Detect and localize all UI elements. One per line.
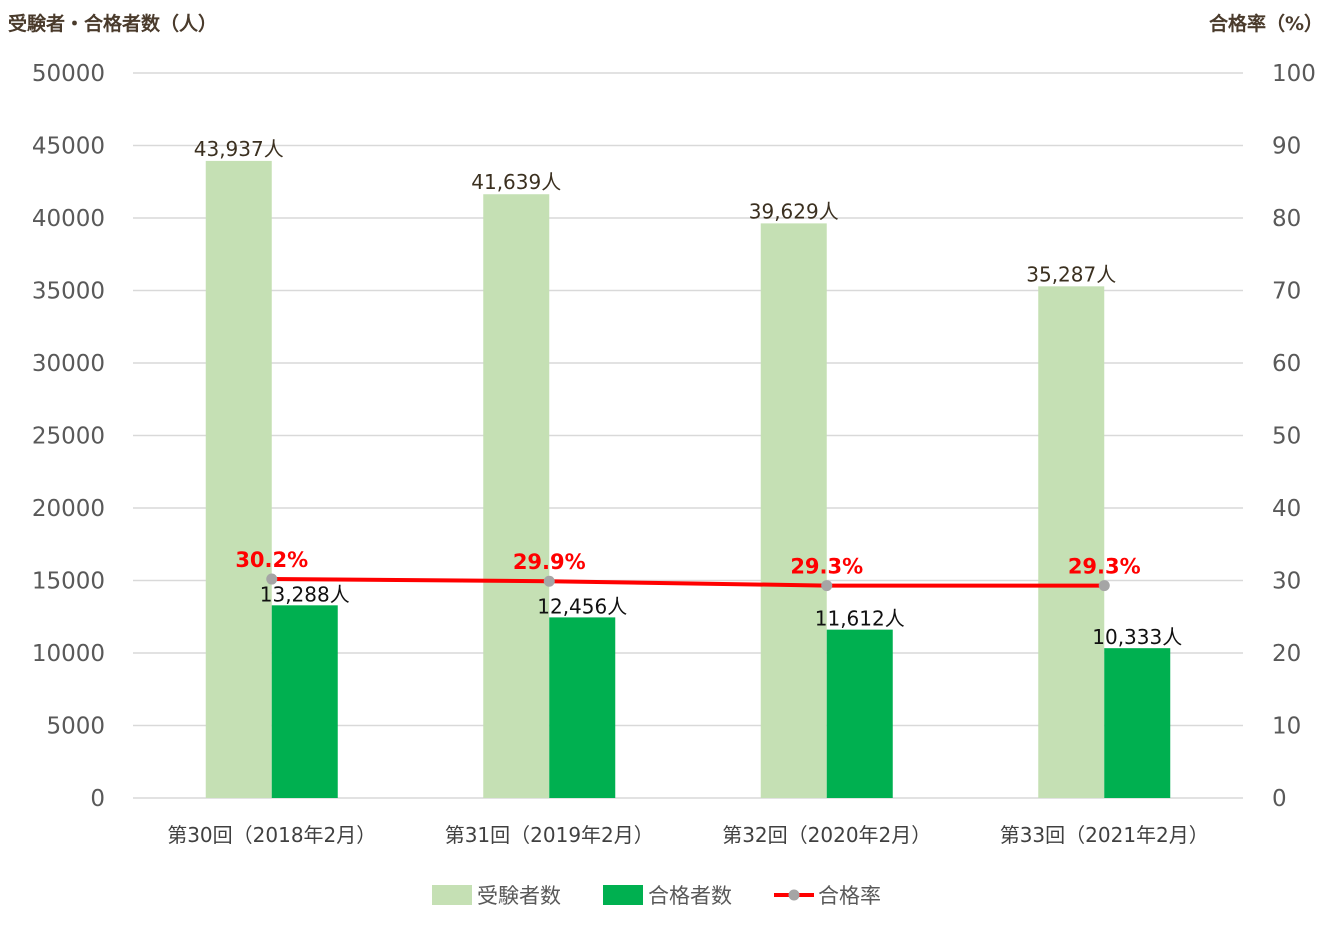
rate-point: [1098, 580, 1110, 592]
left-tick-label: 0: [90, 786, 105, 812]
legend-swatch-passers: [603, 885, 643, 905]
left-tick-label: 15000: [32, 569, 105, 595]
bar-passers-label: 13,288人: [260, 582, 350, 606]
bar-applicants: [205, 160, 272, 798]
right-tick-label: 30: [1272, 569, 1301, 595]
right-tick-label: 70: [1272, 279, 1301, 305]
left-axis-title: 受験者・合格者数（人）: [8, 12, 217, 35]
legend-label-passers: 合格者数: [648, 884, 732, 908]
right-axis-ticks: 0 10 20 30 40 50 60 70 80 90 100: [1272, 61, 1316, 812]
left-tick-label: 10000: [32, 641, 105, 667]
bar-applicants-label: 43,937人: [194, 137, 284, 161]
bar-applicants-label: 39,629人: [749, 199, 839, 223]
right-tick-label: 0: [1272, 786, 1287, 812]
rate-label: 29.3%: [790, 555, 863, 579]
category-label: 第30回（2018年2月）: [167, 823, 376, 847]
right-tick-label: 60: [1272, 351, 1301, 377]
left-tick-label: 35000: [32, 279, 105, 305]
bar-applicants: [1038, 286, 1105, 798]
bar-passers: [1104, 648, 1171, 798]
left-tick-label: 20000: [32, 496, 105, 522]
left-tick-label: 50000: [32, 61, 105, 87]
rate-label: 29.3%: [1068, 555, 1141, 579]
right-tick-label: 90: [1272, 134, 1301, 160]
right-tick-label: 20: [1272, 641, 1301, 667]
rate-point: [543, 575, 555, 587]
left-axis-ticks: 0 5000 10000 15000 20000 25000 30000 35000 40000…: [32, 61, 105, 812]
legend-label-rate: 合格率: [818, 884, 881, 908]
category-labels: 第30回（2018年2月） 第31回（2019年2月） 第32回（2020年2月） 第…: [167, 823, 1209, 847]
bar-passers: [549, 617, 616, 798]
legend-label-applicants: 受験者数: [477, 884, 561, 908]
left-tick-label: 25000: [32, 424, 105, 450]
legend: 受験者数 合格者数 合格率: [432, 884, 881, 908]
left-tick-label: 40000: [32, 206, 105, 232]
right-tick-label: 10: [1272, 714, 1301, 740]
rate-point: [821, 580, 833, 592]
right-tick-label: 40: [1272, 496, 1301, 522]
bar-applicants: [483, 194, 550, 798]
category-label: 第33回（2021年2月）: [1000, 823, 1209, 847]
bar-passers: [826, 629, 893, 798]
bar-applicants-label: 41,639人: [471, 170, 561, 194]
rate-line: 30.2% 29.9% 29.3% 29.3%: [235, 548, 1141, 592]
rate-label: 29.9%: [513, 550, 586, 574]
category-label: 第31回（2019年2月）: [445, 823, 654, 847]
left-tick-label: 5000: [46, 714, 105, 740]
bar-passers-label: 10,333人: [1092, 625, 1182, 649]
right-tick-label: 100: [1272, 61, 1316, 87]
bar-applicants: [760, 223, 827, 798]
right-tick-label: 50: [1272, 424, 1301, 450]
legend-marker-rate: [788, 889, 800, 901]
right-tick-label: 80: [1272, 206, 1301, 232]
bar-passers-label: 11,612人: [815, 607, 905, 631]
category-label: 第32回（2020年2月）: [722, 823, 931, 847]
legend-swatch-applicants: [432, 885, 472, 905]
left-tick-label: 30000: [32, 351, 105, 377]
rate-label: 30.2%: [235, 548, 308, 572]
rate-point: [266, 573, 278, 585]
rate-series-line: [271, 577, 1105, 588]
left-tick-label: 45000: [32, 134, 105, 160]
bar-passers-label: 12,456人: [537, 594, 627, 618]
right-axis-title: 合格率（%）: [1209, 12, 1323, 35]
bar-applicants-label: 35,287人: [1026, 262, 1116, 286]
bars: 43,937人 13,288人 41,639人 12,456人 39,629人 11,61…: [194, 137, 1182, 798]
bar-passers: [271, 605, 338, 798]
